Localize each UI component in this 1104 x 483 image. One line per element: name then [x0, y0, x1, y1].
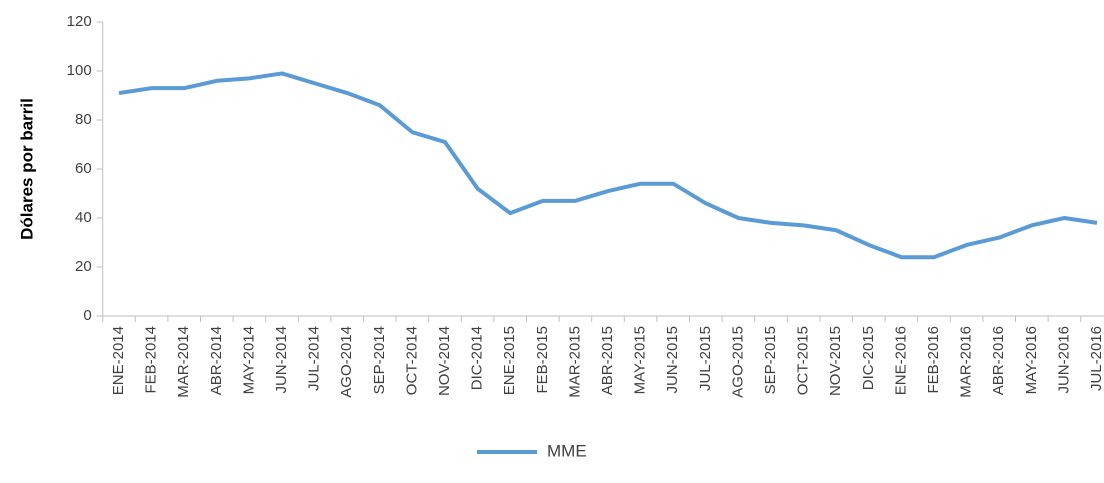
x-tick-label: ENE-2016 — [892, 326, 909, 395]
x-tick-label: ABR-2014 — [208, 326, 225, 395]
x-tick-label: MAR-2014 — [175, 326, 192, 398]
legend-label: MME — [547, 441, 587, 460]
y-tick-label: 60 — [75, 160, 92, 177]
x-tick-label: NOV-2014 — [436, 326, 453, 396]
y-tick-label: 80 — [75, 111, 92, 128]
y-tick-label: 120 — [67, 13, 92, 30]
x-tick-label: DIC-2015 — [860, 326, 877, 390]
x-tick-label: FEB-2016 — [925, 326, 942, 394]
x-tick-label: MAR-2015 — [566, 326, 583, 398]
x-tick-label: AGO-2015 — [729, 326, 746, 398]
y-tick-label: 20 — [75, 258, 92, 275]
x-tick-label: FEB-2015 — [534, 326, 551, 394]
x-tick-label: JUN-2015 — [664, 326, 681, 394]
x-tick-label: ABR-2015 — [599, 326, 616, 395]
x-tick-label: JUN-2014 — [273, 326, 290, 394]
x-tick-label: ENE-2015 — [501, 326, 518, 395]
x-tick-label: NOV-2015 — [827, 326, 844, 396]
x-tick-label: SEP-2014 — [371, 326, 388, 394]
x-tick-label: ENE-2014 — [110, 326, 127, 395]
data-line — [118, 71, 1098, 260]
x-tick-label: JUL-2016 — [1088, 326, 1104, 391]
x-tick-label: DIC-2014 — [469, 326, 486, 390]
x-tick-label: OCT-2014 — [403, 326, 420, 395]
x-tick-label: MAR-2016 — [958, 326, 975, 398]
y-tick-label: 100 — [67, 62, 92, 79]
y-axis-title: Dólares por barril — [17, 98, 36, 240]
x-tick-label: MAY-2015 — [632, 326, 649, 394]
x-tick-label: ABR-2016 — [990, 326, 1007, 395]
x-tick-label: OCT-2015 — [795, 326, 812, 395]
x-tick-label: FEB-2014 — [143, 326, 160, 394]
x-tick-label: MAY-2016 — [1023, 326, 1040, 394]
x-tick-label: AGO-2014 — [338, 326, 355, 398]
x-tick-label: JUL-2015 — [697, 326, 714, 391]
y-tick-label: 40 — [75, 209, 92, 226]
x-tick-label: JUN-2016 — [1055, 326, 1072, 394]
y-tick-label: 0 — [83, 307, 91, 324]
x-tick-label: JUL-2014 — [306, 326, 323, 391]
x-tick-label: MAY-2014 — [240, 326, 257, 394]
x-tick-label: SEP-2015 — [762, 326, 779, 394]
